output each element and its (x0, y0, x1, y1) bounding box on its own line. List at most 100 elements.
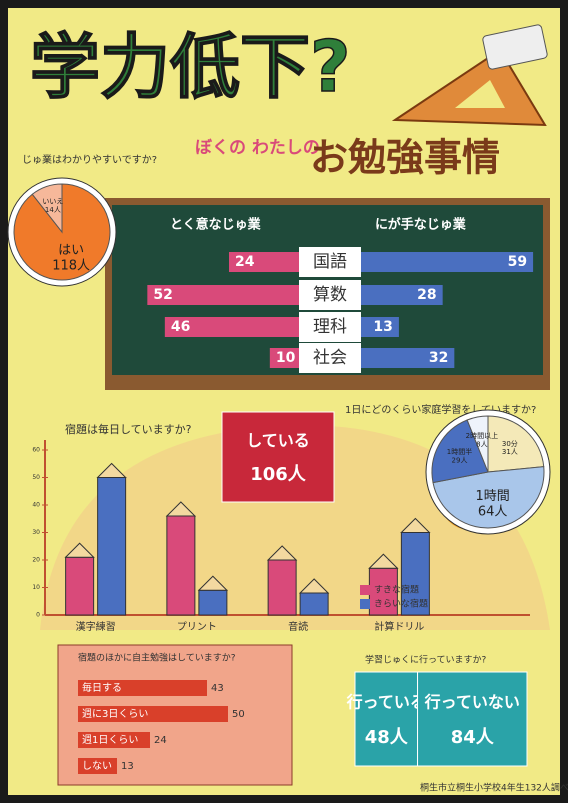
pencil-bar (97, 477, 127, 616)
y-tick-label: 10 (32, 584, 40, 591)
pie-slice (431, 419, 489, 484)
bar (269, 348, 299, 368)
x-tick-label: プリント (177, 621, 217, 633)
slice-label: 2時間以上 (466, 431, 498, 440)
pencil-tip (96, 462, 127, 478)
stat-cell (417, 671, 528, 767)
bar-value: 24 (235, 254, 255, 270)
pencil-tip (197, 575, 229, 591)
slice-label: いいえ (42, 197, 63, 205)
stat-cell (221, 411, 335, 503)
y-tick-label: 0 (36, 612, 40, 619)
slice-value: 31人 (502, 448, 518, 456)
bar (361, 348, 455, 368)
subtitle-main: お勉強事情 (310, 136, 500, 180)
bar-label: 週1日くらい (82, 734, 138, 746)
pencil-bar (65, 556, 95, 616)
x-tick-label: 計算ドリル (374, 620, 424, 633)
bar (361, 317, 399, 337)
footer: 桐生市立桐生小学校4年生132人調べ (420, 782, 568, 794)
y-tick-label: 60 (32, 447, 40, 454)
bar-value: 24 (154, 735, 167, 746)
ruler (391, 48, 547, 127)
pencil-bar (400, 532, 430, 616)
bar-value: 59 (508, 254, 527, 270)
slice-value: 29人 (452, 457, 468, 465)
legend-swatch (360, 585, 370, 595)
category-box (299, 247, 361, 277)
pencil-bar (267, 559, 297, 616)
stat-cell (354, 671, 419, 767)
stat-label: 行っていない (424, 693, 520, 712)
stat-value: 84人 (451, 727, 495, 748)
stat-value: 48人 (365, 727, 409, 748)
y-tick-label: 20 (32, 557, 40, 564)
stat-title: 学習じゅくに行っていますか? (365, 654, 487, 666)
x-tick-label: 漢字練習 (76, 620, 116, 633)
bar-value: 52 (153, 287, 172, 303)
bar (361, 252, 534, 272)
ruler-hole (455, 80, 505, 108)
legend-label: にが手なじゅ業 (375, 217, 467, 233)
bar-value: 13 (121, 761, 134, 772)
legend-swatch (360, 599, 370, 609)
pencil-bar (299, 592, 329, 616)
pencil-tip (266, 545, 298, 561)
pencil-bar (166, 515, 196, 616)
bar-label: 週に3日くらい (82, 708, 148, 720)
bar-value: 32 (429, 350, 448, 366)
bar (78, 732, 150, 748)
bar-value: 46 (171, 319, 190, 335)
slice-value: 14人 (45, 206, 61, 214)
category-box (299, 343, 361, 373)
bar-value: 28 (417, 287, 436, 303)
bar (78, 706, 228, 722)
main-title: 学力低下? (30, 26, 351, 108)
pencil-tip (298, 578, 330, 594)
bar-value: 43 (211, 683, 224, 694)
pie-slice (31, 183, 63, 234)
chart-title: 宿題は毎日していますか? (65, 422, 192, 436)
pencil-tip (368, 553, 399, 569)
slice-label: 1時間 (475, 489, 509, 504)
category-label: 算数 (313, 285, 347, 305)
slice-value: 64人 (478, 504, 508, 519)
legend-label: きらいな宿題 (374, 598, 428, 610)
legend-label: すきな宿題 (374, 584, 419, 596)
category-label: 社会 (313, 348, 347, 368)
bar-label: 毎日する (82, 681, 122, 694)
y-tick-label: 30 (32, 529, 40, 536)
subtitle-small: ぼくの わたしの (195, 138, 320, 158)
pie-slice (466, 415, 489, 473)
pencil-tip (165, 501, 197, 517)
chart-title: 宿題のほかに自主勉強はしていますか? (78, 652, 236, 664)
bar (78, 758, 117, 774)
y-tick-label: 40 (32, 502, 40, 509)
pencil-bar (198, 589, 228, 616)
pencil-tip (400, 517, 431, 533)
category-box (299, 280, 361, 310)
bar (147, 285, 299, 305)
category-box (299, 312, 361, 342)
legend-label: とく意なじゅ業 (170, 217, 262, 233)
eraser (482, 24, 548, 70)
pie-slice (487, 415, 545, 473)
bar (229, 252, 299, 272)
stat-value: 106人 (250, 464, 307, 485)
pie-title: じゅ業はわかりやすいですか? (22, 153, 157, 166)
slice-value: 118人 (52, 259, 90, 274)
bar-value: 10 (276, 350, 296, 366)
bar-value: 13 (373, 319, 392, 335)
slice-label: はい (58, 243, 84, 258)
slice-label: 30分 (502, 439, 518, 448)
y-tick-label: 50 (32, 474, 40, 481)
bar-label: しない (82, 760, 112, 772)
pencil-tip (64, 542, 95, 558)
stat-label: 行っている (346, 693, 426, 712)
stat-label: している (246, 431, 310, 450)
bar-value: 50 (232, 709, 245, 720)
slice-value: 8人 (476, 440, 487, 448)
bar (164, 317, 299, 337)
bar (78, 680, 207, 696)
